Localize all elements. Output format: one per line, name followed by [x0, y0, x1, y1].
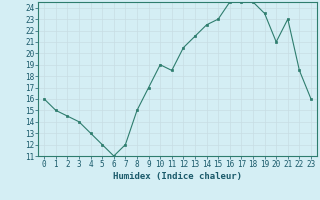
- X-axis label: Humidex (Indice chaleur): Humidex (Indice chaleur): [113, 172, 242, 181]
